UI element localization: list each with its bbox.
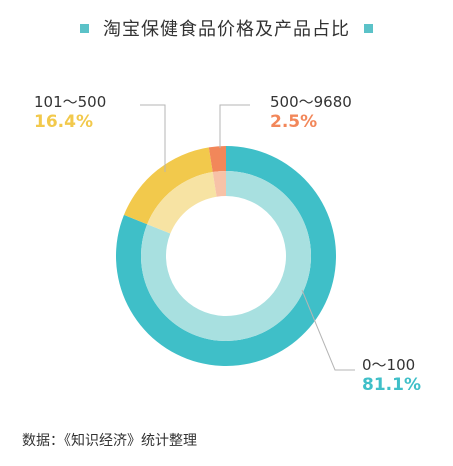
category-label-101-500: 101～500 [34, 93, 106, 111]
slices-layer [116, 146, 336, 366]
source-note: 数据：《知识经济》统计整理 [22, 433, 197, 449]
value-label-500-9680: 2.5% [270, 112, 317, 132]
slice-outer-101-500 [123, 147, 213, 225]
title-marker-left [80, 23, 89, 33]
value-label-0-100: 81.1% [362, 375, 421, 395]
annotations-layer: 101～500 16.4% 500～9680 2.5% 0～100 81.1% [34, 93, 421, 395]
category-label-500-9680: 500～9680 [270, 93, 352, 111]
chart-title-row: 淘宝保健食品价格及产品占比 [0, 10, 453, 46]
leader-line-0-100 [301, 289, 355, 371]
value-label-101-500: 16.4% [34, 112, 93, 132]
chart-title: 淘宝保健食品价格及产品占比 [103, 19, 350, 40]
slice-inner-500-9680 [212, 171, 226, 197]
leader-line-500-9680 [219, 104, 250, 148]
slice-inner-101-500 [147, 172, 217, 234]
slice-outer-500-9680 [208, 146, 226, 173]
leader-line-101-500 [140, 104, 166, 172]
category-label-0-100: 0～100 [362, 356, 415, 374]
slice-inner-0-100 [141, 171, 311, 341]
title-marker-right [364, 23, 373, 33]
